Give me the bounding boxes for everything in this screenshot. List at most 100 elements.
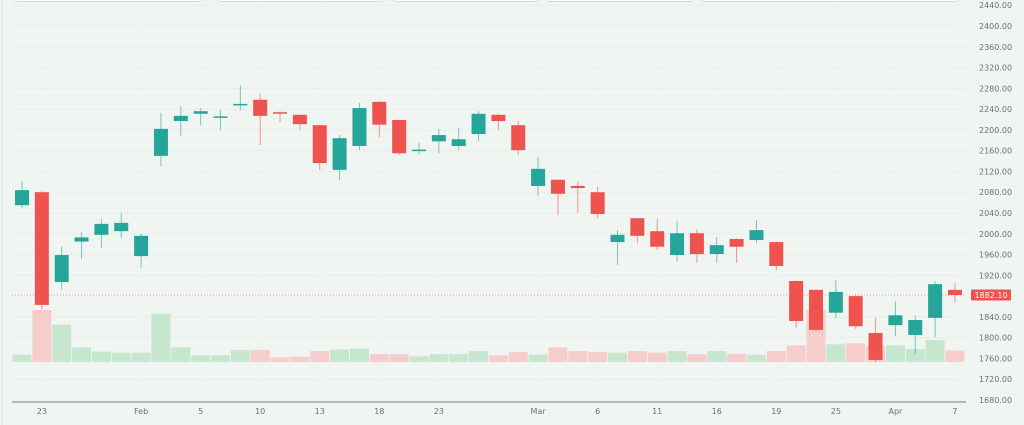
candle[interactable] xyxy=(54,246,69,290)
candle[interactable] xyxy=(471,111,486,142)
candle[interactable] xyxy=(511,121,526,155)
price-tick-label: 1800.00 xyxy=(979,334,1012,343)
time-axis[interactable]: 23 Feb 5 10 13 18 23 Mar 6 11 16 19 25 Apr 7 xyxy=(37,407,958,416)
volume-bar xyxy=(667,351,687,362)
candle[interactable] xyxy=(848,295,863,329)
volume-bar xyxy=(171,347,191,362)
price-tick-label: 2040.00 xyxy=(979,209,1012,218)
price-tick-label: 2200.00 xyxy=(979,126,1012,135)
time-tick-label: 10 xyxy=(255,407,265,416)
volume-bar xyxy=(349,348,369,362)
candle[interactable] xyxy=(809,289,823,332)
candle[interactable] xyxy=(491,113,506,130)
volume-bar xyxy=(469,351,489,362)
candle[interactable] xyxy=(630,217,645,244)
price-axis[interactable]: 2440.00 2400.00 2360.00 2320.00 2280.00 2240.… xyxy=(979,1,1012,405)
candle[interactable] xyxy=(213,110,228,130)
candle[interactable] xyxy=(947,283,962,303)
volume-bar xyxy=(508,352,528,362)
candle[interactable] xyxy=(650,219,665,250)
candle[interactable] xyxy=(888,301,903,337)
volume-bar xyxy=(52,324,72,362)
time-tick-label: 11 xyxy=(652,407,662,416)
candle[interactable] xyxy=(908,315,923,355)
candle[interactable] xyxy=(828,279,843,318)
volume-bar xyxy=(131,352,151,362)
candle[interactable] xyxy=(550,179,565,216)
candle[interactable] xyxy=(193,108,208,126)
svg-text:1882.10: 1882.10 xyxy=(974,291,1007,300)
volume-bar xyxy=(608,352,627,362)
candle[interactable] xyxy=(332,135,347,181)
candle[interactable] xyxy=(868,317,883,363)
price-tick-label: 1680.00 xyxy=(979,396,1012,405)
volume-bar xyxy=(330,349,350,362)
candle[interactable] xyxy=(273,111,288,123)
price-tick-label: 2400.00 xyxy=(979,22,1012,31)
price-tick-label: 2440.00 xyxy=(979,1,1012,10)
volume-bar xyxy=(746,354,766,362)
volume-bar xyxy=(12,354,32,362)
time-tick-label: Mar xyxy=(531,407,547,416)
candle[interactable] xyxy=(451,127,466,151)
candle[interactable] xyxy=(928,281,943,338)
candle[interactable] xyxy=(789,280,804,328)
price-tick-label: 2000.00 xyxy=(979,230,1012,239)
volume-bar xyxy=(72,347,92,362)
price-tick-label: 1920.00 xyxy=(979,271,1012,280)
volume-bar xyxy=(409,356,429,362)
candle[interactable] xyxy=(392,119,407,155)
candle[interactable] xyxy=(412,142,426,155)
candle[interactable] xyxy=(670,220,685,262)
candle[interactable] xyxy=(114,212,129,238)
price-tick-label: 1720.00 xyxy=(979,375,1012,384)
candle[interactable] xyxy=(34,191,49,310)
volume-bar xyxy=(687,354,707,362)
price-tick-label: 1960.00 xyxy=(979,251,1012,260)
candle[interactable] xyxy=(570,181,585,213)
volume-bar xyxy=(528,354,548,362)
candle[interactable] xyxy=(372,101,387,138)
volume-bar xyxy=(786,345,806,362)
candles[interactable] xyxy=(15,85,962,363)
candle[interactable] xyxy=(531,156,546,196)
candle[interactable] xyxy=(709,236,724,263)
time-tick-label: 23 xyxy=(434,407,444,416)
candle[interactable] xyxy=(173,105,188,137)
candle[interactable] xyxy=(769,241,784,271)
volume-bar xyxy=(588,352,608,362)
volume-bars xyxy=(12,310,965,362)
time-tick-label: Feb xyxy=(134,407,148,416)
time-tick-label: 6 xyxy=(595,407,600,416)
candle[interactable] xyxy=(292,114,307,130)
candle[interactable] xyxy=(749,220,764,244)
volume-bar xyxy=(270,357,290,362)
candle[interactable] xyxy=(312,124,327,170)
candle[interactable] xyxy=(590,187,605,219)
price-tick-label: 2080.00 xyxy=(979,188,1012,197)
candle[interactable] xyxy=(15,180,29,208)
candle[interactable] xyxy=(689,229,704,263)
time-tick-label: 18 xyxy=(374,407,384,416)
candle[interactable] xyxy=(134,233,149,269)
candle[interactable] xyxy=(94,219,109,248)
volume-bar xyxy=(230,350,250,362)
price-tick-label: 2240.00 xyxy=(979,105,1012,114)
candle[interactable] xyxy=(74,232,89,259)
candle[interactable] xyxy=(729,238,744,263)
candle[interactable] xyxy=(253,94,268,145)
volume-bar xyxy=(111,352,131,362)
candle[interactable] xyxy=(610,230,625,265)
candle[interactable] xyxy=(431,128,446,154)
price-tick-label: 1840.00 xyxy=(979,313,1012,322)
time-tick-label: 25 xyxy=(831,407,841,416)
volume-bar xyxy=(885,345,905,362)
volume-bar xyxy=(647,352,667,362)
volume-bar xyxy=(945,350,965,362)
candle[interactable] xyxy=(352,102,367,151)
candle[interactable] xyxy=(233,85,248,111)
time-tick-label: 7 xyxy=(952,407,957,416)
candle[interactable] xyxy=(153,112,168,167)
volume-bar xyxy=(91,351,111,362)
